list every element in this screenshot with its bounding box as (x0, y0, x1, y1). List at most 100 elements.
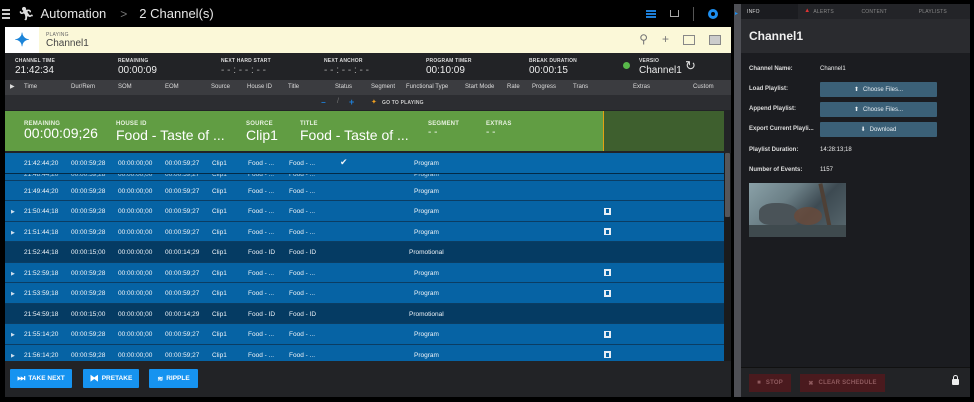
table-row[interactable]: 21:49:44;20 00:00:59;28 00:00:00;00 00:0… (5, 180, 724, 201)
col-house-id[interactable]: House ID (247, 84, 273, 90)
expand-button[interactable]: + (349, 97, 355, 107)
col-start-mode[interactable]: Start Mode (465, 84, 495, 90)
playlist-rows: 21:42:44;20 00:00:59;28 00:00:00;00 00:0… (5, 153, 724, 361)
server-status-dot (623, 62, 630, 69)
info-tabs: INFO ▲ ALERTS CONTENT PLAYLISTS (741, 4, 970, 19)
expand-row-icon[interactable]: ▶ (11, 332, 15, 338)
stop-button[interactable]: ■ STOP (749, 374, 791, 392)
take-next-button[interactable]: ⏭︎ TAKE NEXT (10, 369, 72, 388)
secondary-event-icon[interactable] (604, 289, 611, 297)
col-functional-type[interactable]: Functional Type (406, 84, 449, 90)
col-progress[interactable]: Progress (532, 84, 557, 90)
expand-row-icon[interactable]: ▶ (11, 352, 15, 359)
table-row[interactable]: 21:42:44;20 00:00:59;28 00:00:00;00 00:0… (5, 153, 724, 174)
add-icon[interactable]: + (661, 32, 669, 46)
tab-info[interactable]: INFO (741, 4, 799, 19)
table-row[interactable]: ▶ 21:50:44;18 00:00:59;28 00:00:00;00 00… (5, 201, 724, 222)
panel-title: Channel1 (741, 19, 970, 53)
secondary-event-icon[interactable] (604, 207, 611, 215)
col-trans[interactable]: Trans (573, 84, 589, 90)
settings-gear-icon[interactable] (708, 8, 718, 19)
secondary-event-icon[interactable] (604, 228, 611, 235)
table-row[interactable]: 21:52:44;18 00:00:15;00 00:00:00;00 00:0… (5, 242, 724, 263)
tab-alerts[interactable]: ▲ ALERTS (798, 4, 855, 19)
expand-row-icon[interactable]: ▶ (11, 209, 15, 215)
collapse-arrow-icon[interactable]: ▸ (735, 11, 739, 17)
download-icon: ⬇ (860, 127, 866, 133)
ripple-button[interactable]: ≋ RIPPLE (149, 369, 198, 388)
table-row[interactable]: ▶ 21:52:59;18 00:00:59;28 00:00:00;00 00… (5, 262, 724, 283)
star-icon: ✦ (371, 99, 377, 106)
col-segment[interactable]: Segment (371, 84, 396, 90)
col-som[interactable]: SOM (118, 84, 132, 90)
col-status[interactable]: Status (335, 84, 353, 90)
clear-schedule-button[interactable]: ✖ CLEAR SCHEDULE (800, 374, 885, 392)
list-view-icon[interactable] (646, 9, 656, 18)
go-to-playing-button[interactable]: GO TO PLAYING (382, 100, 424, 106)
np-source: SOURCE Clip1 (246, 121, 278, 143)
breadcrumb-channels[interactable]: 2 Channel(s) (139, 6, 214, 21)
table-row[interactable]: 21:48:44;20 00:00:59;28 00:00:00;00 00:0… (5, 173, 724, 181)
top-bar: 🏃︎ Automation > 2 Channel(s) (0, 0, 730, 27)
stat-server: VERSIO Channel1 (639, 58, 682, 76)
append-playlist-button[interactable]: ⬆ Choose Files... (820, 102, 937, 117)
table-row[interactable]: ▶ 21:53:59;18 00:00:59;28 00:00:00;00 00… (5, 283, 724, 304)
col-eom[interactable]: EOM (165, 84, 179, 90)
ripple-icon: ≋ (157, 375, 164, 383)
expand-all-icon[interactable]: ▶ (10, 84, 15, 90)
tab-playlists[interactable]: PLAYLISTS (918, 9, 947, 15)
channel-stats: CHANNEL TIME 21:42:34 REMAINING 00:00:09… (5, 53, 731, 80)
side-panel-handle[interactable]: ▸ (734, 4, 741, 397)
now-playing-remaining-bar (604, 111, 724, 151)
table-row[interactable]: ▶ 21:55:14;20 00:00:59;28 00:00:00;00 00… (5, 324, 724, 345)
lock-icon[interactable] (952, 375, 959, 385)
expand-row-icon[interactable]: ▶ (11, 270, 15, 277)
expand-row-icon[interactable]: ▶ (11, 229, 15, 236)
number-of-events-value: 1157 (820, 167, 833, 173)
np-extras: EXTRAS - - (486, 121, 512, 138)
load-playlist-button[interactable]: ⬆ Choose Files... (820, 82, 937, 97)
snapshot-icon[interactable] (709, 34, 721, 45)
layout-icon[interactable] (670, 10, 679, 17)
table-row[interactable]: ▶ 21:51:44;18 00:00:59;28 00:00:00;00 00… (5, 221, 724, 242)
top-bar-icons (646, 0, 718, 27)
download-button[interactable]: ⬇ Download (820, 122, 937, 137)
table-row[interactable]: ▶ 21:56:14;20 00:00:59;28 00:00:00;00 00… (5, 344, 724, 361)
monitor-icon[interactable] (683, 34, 695, 45)
preview-thumbnail (749, 183, 846, 237)
upload-icon: ⬆ (853, 87, 859, 93)
col-source[interactable]: Source (211, 84, 231, 90)
panel-footer: ■ STOP ✖ CLEAR SCHEDULE (741, 367, 970, 397)
playing-bar: ✦ PLAYING Channel1 ⚲ + (5, 27, 731, 53)
col-custom[interactable]: Custom (693, 84, 714, 90)
export-playlist-label: Export Current Playli... (749, 126, 814, 132)
collapse-button[interactable]: − (321, 98, 326, 107)
info-body: Channel Name: Channel1 Load Playlist: ⬆ … (741, 53, 970, 359)
breadcrumb-app[interactable]: Automation (40, 6, 107, 21)
pretake-button[interactable]: ⧓ PRETAKE (83, 369, 139, 388)
table-row[interactable]: 21:54:59;18 00:00:15;00 00:00:00;00 00:0… (5, 303, 724, 324)
col-extras[interactable]: Extras (633, 84, 651, 90)
secondary-event-icon[interactable] (604, 330, 611, 338)
alert-triangle-icon: ▲ (804, 8, 811, 14)
channel-name-label: Channel Name: (749, 66, 793, 72)
col-title[interactable]: Title (288, 84, 300, 90)
expand-row-icon[interactable]: ▶ (11, 291, 15, 297)
col-rate[interactable]: Rate (507, 84, 520, 90)
divider (693, 6, 694, 21)
secondary-event-icon[interactable] (604, 351, 611, 358)
playlist-scrollbar[interactable] (724, 153, 731, 361)
search-icon[interactable]: ⚲ (639, 32, 648, 46)
col-dur-rem[interactable]: Dur/Rem (71, 84, 96, 90)
col-time[interactable]: Time (24, 84, 38, 90)
scrollbar-thumb[interactable] (725, 153, 730, 217)
refresh-icon[interactable]: ↻ (685, 58, 696, 73)
channel-name-value: Channel1 (820, 66, 846, 72)
np-house-id: HOUSE ID Food - Taste of ... (116, 121, 225, 143)
menu-icon[interactable] (2, 8, 10, 19)
tab-content[interactable]: CONTENT (861, 9, 888, 15)
playlist-column-header: ▶ Time Dur/Rem SOM EOM Source House ID T… (5, 80, 731, 95)
secondary-event-icon[interactable] (604, 269, 611, 276)
playing-channel-name: Channel1 (46, 37, 89, 49)
